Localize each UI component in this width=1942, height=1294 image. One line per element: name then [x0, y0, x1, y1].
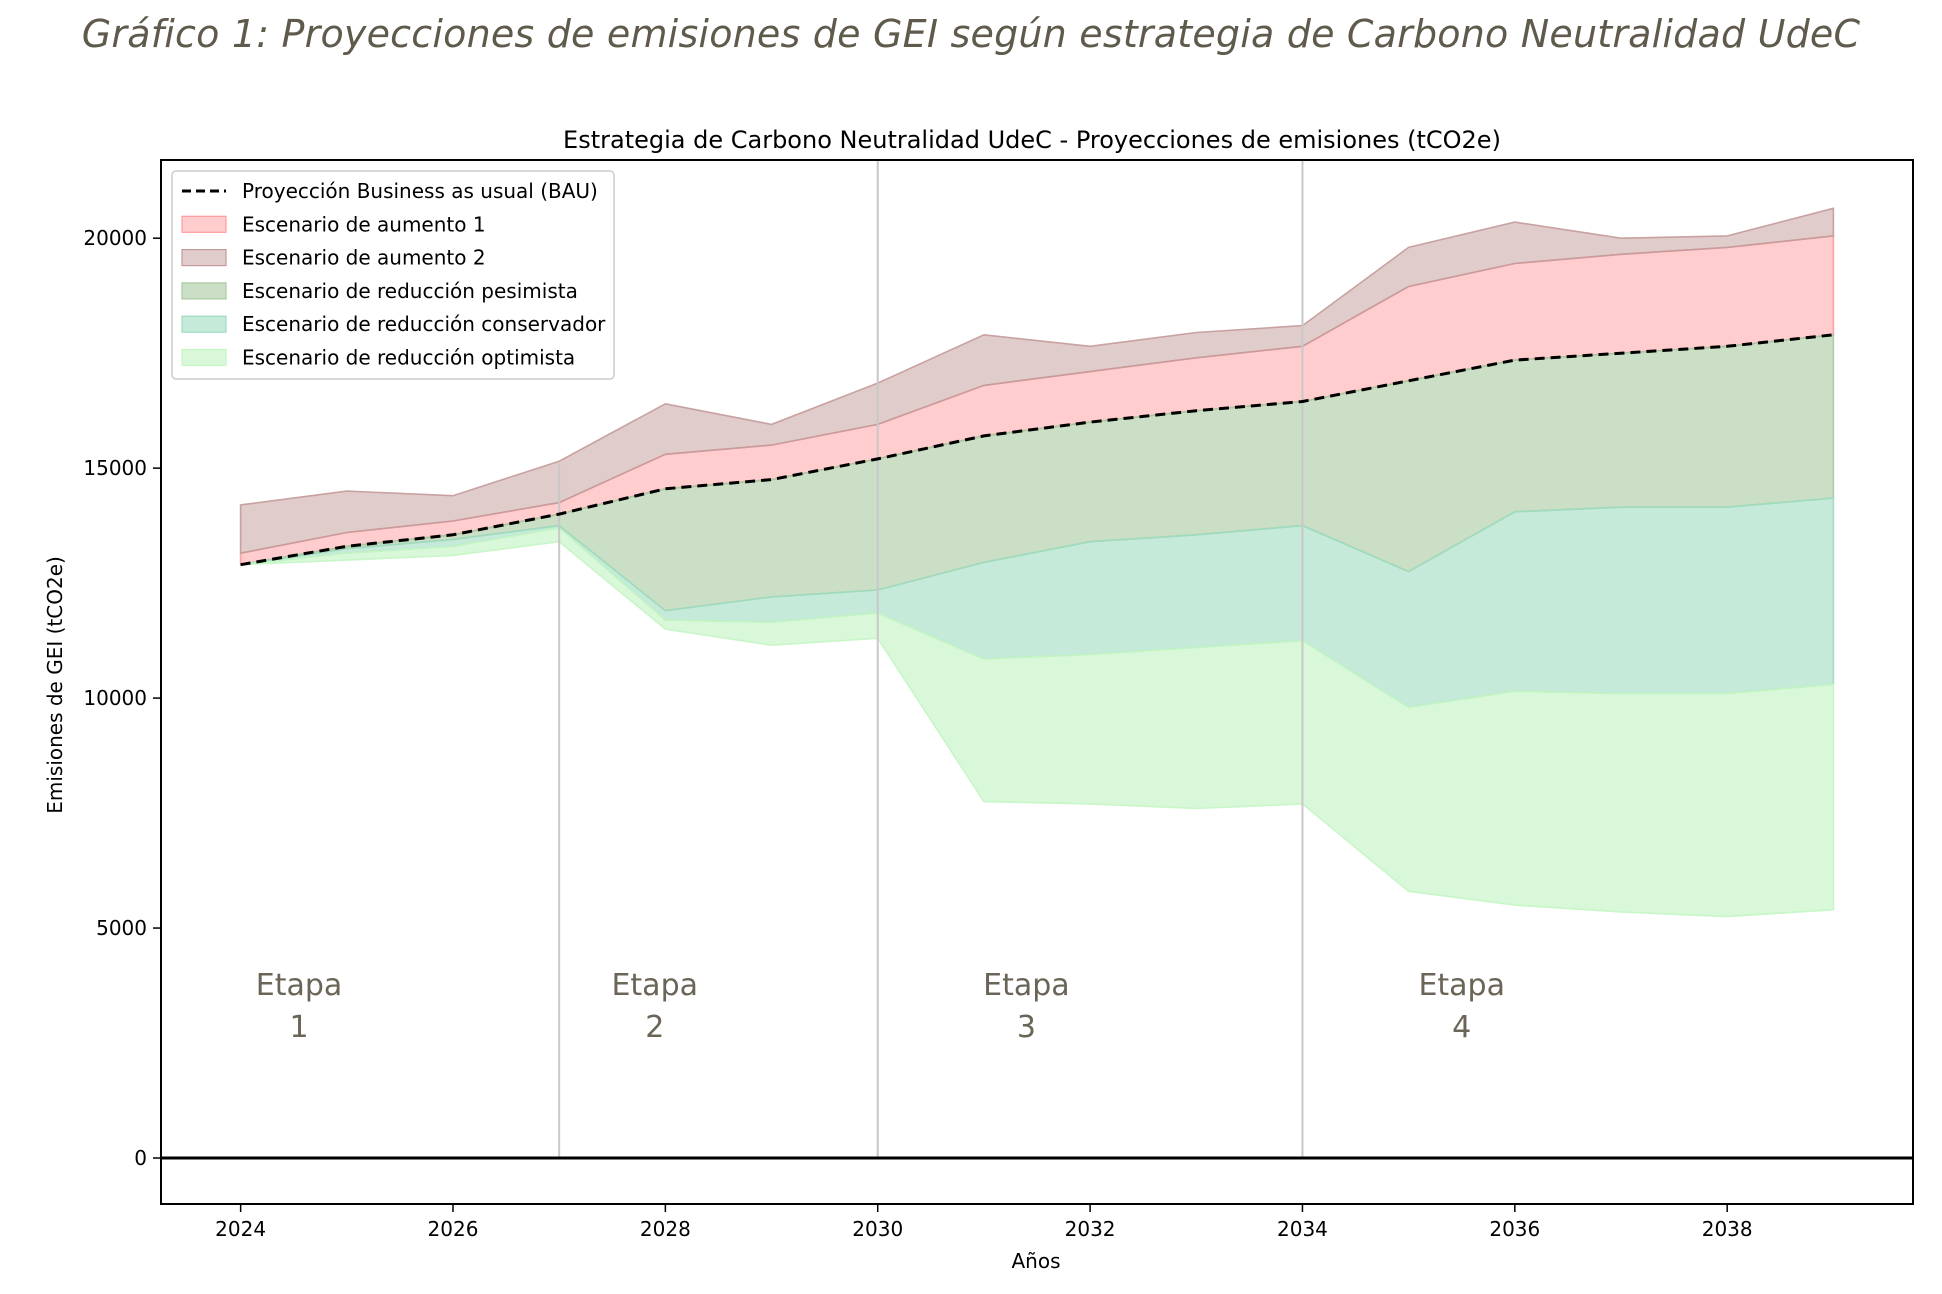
- x-tick-label: 2036: [1489, 1217, 1540, 1241]
- plot-frame: [160, 159, 1914, 1205]
- axes: 2024 2026 2028 2030 2032 2034 2036 2038 0 5000 100…: [83, 159, 1914, 1241]
- y-tick-label: 15000: [83, 456, 147, 480]
- legend-box: [171, 170, 615, 380]
- x-tick-label: 2030: [852, 1217, 903, 1241]
- x-tick-label: 2038: [1702, 1217, 1753, 1241]
- y-tick-label: 0: [134, 1146, 147, 1170]
- y-tick-label: 20000: [83, 226, 147, 250]
- stage-label-4: Etapa: [1418, 968, 1505, 1003]
- stage-label-3: Etapa: [983, 968, 1070, 1003]
- figure-caption: Gráfico 1: Proyecciones de emisiones de …: [81, 12, 1861, 56]
- band-2: [239, 207, 1835, 555]
- legend-label-2: Escenario de aumento 2: [242, 246, 486, 270]
- legend-swatch-4: [181, 315, 227, 333]
- stage-number-3: 3: [1017, 1010, 1036, 1045]
- legend-label-5: Escenario de reducción optimista: [242, 346, 575, 370]
- legend-swatch-3: [181, 282, 227, 300]
- x-tick-label: 2034: [1277, 1217, 1328, 1241]
- legend-swatch-1: [181, 215, 227, 233]
- stage-label-2: Etapa: [611, 968, 698, 1003]
- y-tick-label: 10000: [83, 686, 147, 710]
- bau-line-group: [240, 333, 1834, 567]
- legend-label-0: Proyección Business as usual (BAU): [242, 179, 598, 203]
- x-tick-label: 2032: [1065, 1217, 1116, 1241]
- x-tick-label: 2026: [428, 1217, 479, 1241]
- bau-line: [240, 333, 1834, 567]
- legend-label-1: Escenario de aumento 1: [242, 212, 486, 236]
- band-5: [240, 527, 1835, 918]
- legend-swatch-5: [181, 348, 227, 367]
- legend-label-4: Escenario de reducción conservador: [242, 312, 606, 336]
- y-tick-label: 5000: [96, 916, 147, 940]
- x-axis-label: Años: [1011, 1249, 1060, 1273]
- stage-number-4: 4: [1452, 1010, 1471, 1045]
- x-tick-label: 2028: [640, 1217, 691, 1241]
- legend: Proyección Business as usual (BAU) Escena…: [171, 170, 615, 380]
- stage-dividers: [558, 160, 1304, 1159]
- stage-number-2: 2: [645, 1010, 664, 1045]
- chart-title: Estrategia de Carbono Neutralidad UdeC -…: [563, 126, 1501, 154]
- x-tick-label: 2024: [215, 1217, 266, 1241]
- legend-swatch-2: [181, 249, 227, 267]
- legend-label-3: Escenario de reducción pesimista: [242, 279, 578, 303]
- stage-label-1: Etapa: [256, 968, 343, 1003]
- y-axis-label: Emisiones de GEI (tCO2e): [43, 556, 67, 814]
- stage-number-1: 1: [289, 1010, 308, 1045]
- scenario-bands: [239, 207, 1835, 918]
- stage-labels: Etapa 1 Etapa 2 Etapa 3 Etapa 4: [256, 968, 1505, 1045]
